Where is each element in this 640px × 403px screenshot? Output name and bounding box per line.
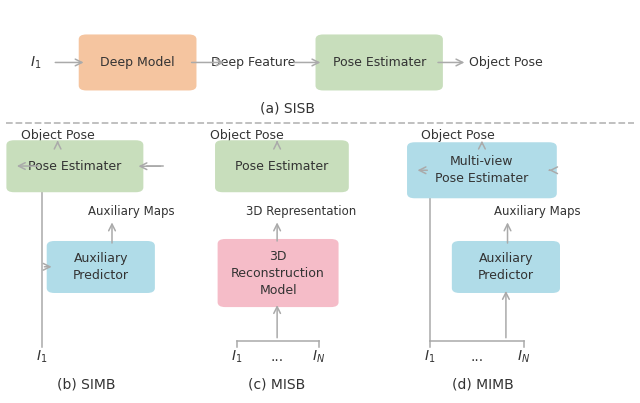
Text: ...: ... xyxy=(470,350,483,364)
FancyBboxPatch shape xyxy=(215,140,349,192)
FancyBboxPatch shape xyxy=(79,35,196,91)
Text: Object Pose: Object Pose xyxy=(420,129,495,141)
Text: 3D
Reconstruction
Model: 3D Reconstruction Model xyxy=(231,249,325,297)
FancyBboxPatch shape xyxy=(407,142,557,198)
Text: $I_N$: $I_N$ xyxy=(312,349,325,365)
Text: Pose Estimater: Pose Estimater xyxy=(236,160,328,173)
Text: Object Pose: Object Pose xyxy=(20,129,95,141)
Text: (b) SIMB: (b) SIMB xyxy=(57,378,116,392)
FancyBboxPatch shape xyxy=(316,35,443,91)
Text: Pose Estimater: Pose Estimater xyxy=(333,56,426,69)
Text: Object Pose: Object Pose xyxy=(468,56,543,69)
Text: $I_1$: $I_1$ xyxy=(231,349,243,365)
Text: $I_1$: $I_1$ xyxy=(29,54,41,71)
Text: Deep Feature: Deep Feature xyxy=(211,56,295,69)
Text: ...: ... xyxy=(271,350,284,364)
Text: Auxiliary Maps: Auxiliary Maps xyxy=(494,205,581,218)
Text: 3D Representation: 3D Representation xyxy=(246,205,356,218)
FancyBboxPatch shape xyxy=(452,241,560,293)
FancyBboxPatch shape xyxy=(6,140,143,192)
Text: Auxiliary
Predictor: Auxiliary Predictor xyxy=(73,252,129,282)
Text: $I_N$: $I_N$ xyxy=(517,349,530,365)
Text: Object Pose: Object Pose xyxy=(209,129,284,141)
Text: $I_1$: $I_1$ xyxy=(424,349,436,365)
Text: (a) SISB: (a) SISB xyxy=(260,102,316,116)
Text: (d) MIMB: (d) MIMB xyxy=(452,378,514,392)
FancyBboxPatch shape xyxy=(218,239,339,307)
Text: Pose Estimater: Pose Estimater xyxy=(28,160,122,173)
Text: (c) MISB: (c) MISB xyxy=(248,378,306,392)
Text: Multi-view
Pose Estimater: Multi-view Pose Estimater xyxy=(435,155,529,185)
Text: Auxiliary
Predictor: Auxiliary Predictor xyxy=(478,252,534,282)
Text: Deep Model: Deep Model xyxy=(100,56,175,69)
Text: $I_1$: $I_1$ xyxy=(36,349,47,365)
Text: Auxiliary Maps: Auxiliary Maps xyxy=(88,205,175,218)
FancyBboxPatch shape xyxy=(47,241,155,293)
